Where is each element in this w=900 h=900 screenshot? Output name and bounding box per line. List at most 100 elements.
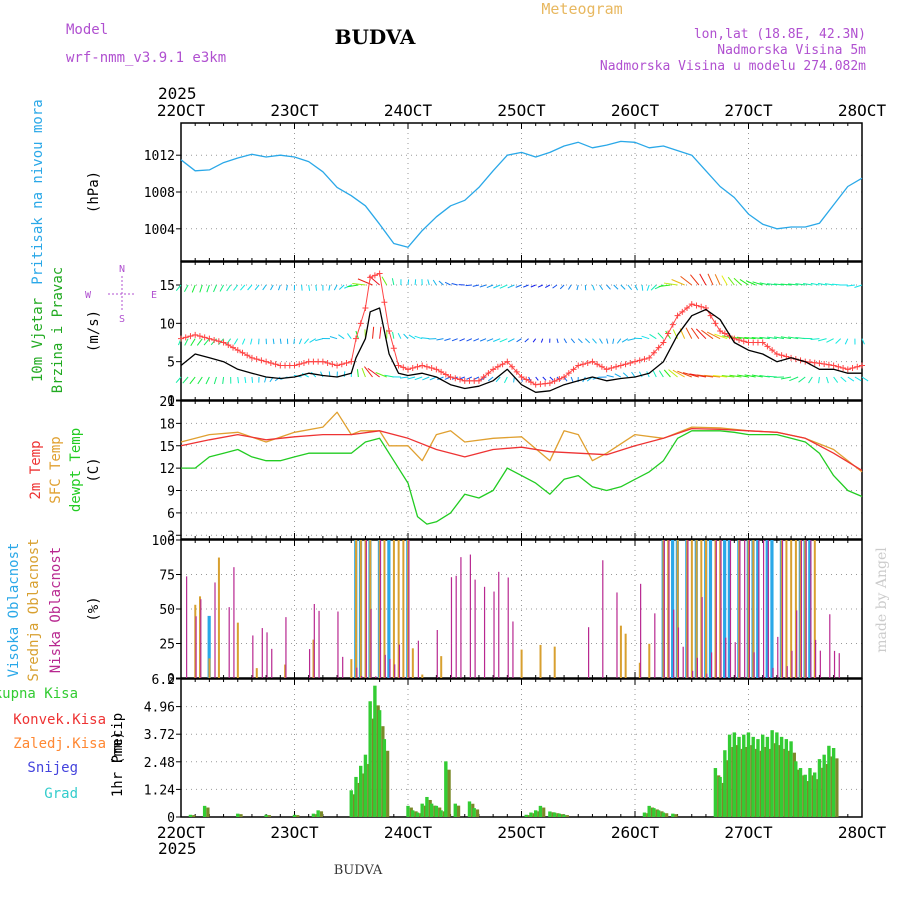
gust-markers (178, 270, 865, 388)
cloud-bar-mid (752, 540, 755, 678)
precip-bar (831, 748, 836, 817)
gust-marker (267, 359, 274, 366)
gust-marker (707, 312, 714, 319)
gust-marker (698, 303, 705, 310)
wind-arrow (473, 338, 480, 342)
wind-arrow (657, 332, 664, 340)
cloud-bar-low (474, 579, 476, 678)
wind-arrow (315, 338, 323, 342)
unit-label: (hPa) (86, 171, 102, 213)
cloud-bar-low (389, 658, 391, 678)
wind-arrow (696, 374, 714, 378)
wind-arrow (759, 282, 770, 286)
wind-arrow (338, 284, 345, 290)
wind-arrow (175, 376, 182, 383)
cloud-bar-high (723, 540, 727, 678)
cloud-bar-low (729, 540, 732, 678)
gust-marker (650, 349, 657, 356)
wind-arrow (729, 374, 742, 378)
wind-arrow (704, 374, 721, 378)
gust-marker (513, 368, 520, 375)
wind-arrow (606, 284, 611, 290)
cloud-bar-mid (369, 540, 372, 678)
cloud-bar-low (815, 639, 817, 678)
wind-arrow (592, 338, 597, 344)
cloud-bar-low (375, 676, 377, 678)
cloud-bar-mid (676, 540, 679, 678)
gust-marker (433, 366, 440, 373)
wind-arrow (826, 376, 829, 384)
wind-arrow (488, 376, 494, 382)
precip-bar (808, 768, 812, 817)
cloud-bar-low (781, 540, 784, 678)
cloud-bar-low (777, 636, 779, 678)
compass-e: E (151, 290, 157, 301)
gust-marker (343, 359, 350, 366)
precip-conv-bar (192, 815, 196, 817)
cloud-bar-mid (619, 625, 622, 678)
x-tick-label-bottom: 27OCT (724, 823, 773, 842)
precip-bar (798, 768, 803, 817)
cloud-bar-mid (785, 540, 788, 678)
cloud-bar-mid (747, 540, 750, 678)
wind-arrow (466, 338, 473, 342)
precip-legend-2: Zaledj.Kisa (13, 736, 106, 752)
year-top: 2025 (158, 84, 197, 103)
cloud-bar-low (710, 652, 713, 678)
wind-arrow (203, 338, 210, 346)
wind-arrow (182, 376, 189, 384)
wind-arrow (251, 376, 254, 383)
wind-arrow (567, 284, 572, 290)
temp-label-2: dewpt Temp (68, 428, 84, 512)
wind-arrow (240, 284, 246, 291)
gust-marker (835, 363, 842, 370)
cloud-bar-low (417, 640, 419, 678)
wind-arrow (343, 371, 346, 378)
precip-bar (236, 813, 240, 817)
wind-arrow (616, 338, 622, 344)
wind-arrow (733, 277, 742, 286)
precip-ylabel: 1hr Precip (110, 713, 126, 797)
wind-arrow (668, 369, 678, 378)
precip-bar (813, 772, 817, 817)
wind-arrow (437, 376, 444, 381)
panel-frame (180, 678, 863, 818)
gust-marker (627, 359, 634, 366)
gust-marker (546, 380, 553, 387)
wind-arrow (499, 338, 508, 343)
cloud-bar-mid (638, 662, 641, 678)
wind-arrow (175, 284, 182, 292)
cloud-bar-low (800, 540, 803, 678)
cloud-bar-mid (813, 540, 816, 678)
y-tick-label: 0 (167, 811, 175, 826)
wind-arrow (641, 335, 650, 340)
wind-arrow (773, 336, 785, 340)
gust-marker (565, 370, 572, 377)
wind-arrow (241, 338, 246, 345)
gust-marker (504, 358, 511, 365)
precip-conv-bar (319, 811, 324, 817)
wind-arrow (570, 376, 574, 382)
wind-arrow (303, 338, 310, 344)
cloud-bar-low (762, 540, 765, 678)
wind-arrow (552, 284, 558, 289)
precip-bar (737, 736, 741, 817)
wind-arrow (752, 281, 763, 286)
wind-arrow (301, 284, 303, 291)
cloud-bar-mid (402, 540, 405, 678)
precip-legend-1: Konvek.Kisa (13, 712, 106, 728)
precip-conv-bar (542, 807, 546, 817)
gust-marker (579, 361, 586, 368)
wind-arrow (824, 283, 834, 286)
wind-arrow (352, 283, 366, 286)
gust-marker (849, 365, 856, 372)
wind-arrow (397, 332, 402, 339)
cloud-bar-low (498, 571, 500, 678)
gust-marker (632, 358, 638, 365)
wind-arrow (634, 284, 638, 291)
wind-arrow (677, 370, 692, 378)
cloud-bar-low (318, 610, 320, 678)
precip-bar (264, 814, 268, 817)
gust-marker (329, 361, 336, 368)
wind-arrow (641, 284, 644, 291)
